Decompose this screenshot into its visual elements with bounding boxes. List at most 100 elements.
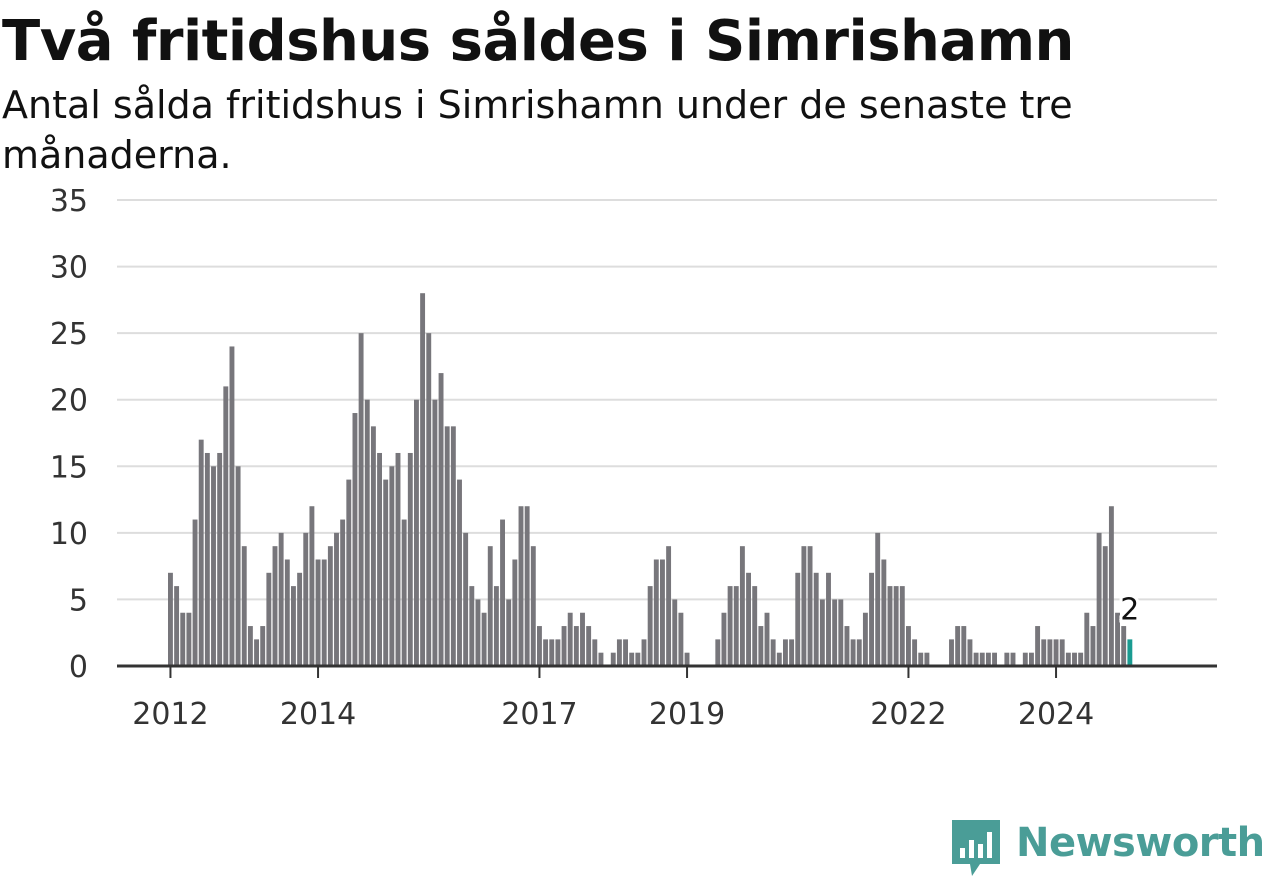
bar: [481, 612, 487, 666]
bar: [862, 612, 868, 666]
bar: [211, 466, 216, 666]
bar: [438, 373, 444, 666]
bar: [844, 626, 850, 666]
bar: [247, 626, 253, 666]
bar: [635, 652, 641, 666]
bar: [1090, 626, 1096, 666]
bar: [616, 639, 622, 666]
bar: [967, 639, 973, 666]
y-tick-label: 35: [50, 184, 88, 219]
bar: [672, 599, 678, 666]
bar: [776, 652, 782, 666]
x-axis-tick-labels: 2012 2014 2017 2019 2022 2024: [132, 697, 1094, 732]
bar: [543, 639, 549, 666]
bar: [567, 612, 573, 666]
bar: [321, 559, 327, 666]
x-tick-label: 2017: [501, 697, 577, 732]
bar: [1010, 652, 1016, 666]
bar: [217, 452, 223, 666]
bar: [1084, 612, 1090, 666]
x-tick-label: 2022: [870, 697, 946, 732]
bar: [949, 639, 954, 666]
bar: [309, 506, 315, 666]
bar: [739, 546, 745, 666]
bar: [241, 546, 247, 666]
y-tick-label: 30: [50, 251, 88, 286]
bar: [377, 452, 382, 666]
gridlines: [117, 199, 1217, 601]
bar: [272, 546, 278, 666]
bar-chart-speech-bubble-icon: [952, 820, 1000, 876]
bar: [414, 399, 419, 666]
bar: [174, 586, 180, 666]
bar: [235, 466, 241, 666]
bar: [555, 639, 561, 666]
bar: [389, 466, 395, 666]
bar: [315, 559, 321, 666]
bar: [463, 532, 469, 666]
bar: [813, 572, 819, 666]
bar: [660, 559, 665, 666]
bar: [653, 559, 659, 666]
bar: [887, 586, 893, 666]
bar: [395, 452, 401, 666]
x-tick-label: 2024: [1018, 697, 1094, 732]
bar: [334, 532, 339, 666]
bar: [733, 586, 739, 666]
bar: [746, 572, 751, 666]
y-tick-label: 5: [69, 583, 88, 618]
bar: [684, 652, 690, 666]
bar: [524, 506, 530, 666]
bar: [592, 639, 598, 666]
bar: [869, 572, 874, 666]
bar: [1041, 639, 1047, 666]
bar: [426, 333, 432, 666]
bar: [1065, 652, 1071, 666]
bar: [444, 426, 450, 666]
bar: [500, 519, 505, 666]
bar: [906, 626, 911, 666]
bar: [512, 559, 518, 666]
bar: [327, 546, 333, 666]
bar: [1029, 652, 1034, 666]
bar: [254, 639, 259, 666]
x-tick-label: 2019: [649, 697, 725, 732]
bar: [641, 639, 647, 666]
highlight-bar: [1127, 639, 1133, 666]
bar: [493, 586, 499, 666]
bar: [340, 519, 346, 666]
bar: [432, 399, 438, 666]
bar: [266, 572, 272, 666]
bar: [629, 652, 635, 666]
logo-wordmark: Newsworthy: [1016, 820, 1262, 866]
bar: [826, 572, 831, 666]
bar: [807, 546, 813, 666]
bar: [985, 652, 991, 666]
x-tick-label: 2014: [280, 697, 356, 732]
bar: [370, 426, 376, 666]
bar: [297, 572, 303, 666]
bar: [838, 599, 844, 666]
bar: [1072, 652, 1077, 666]
x-tick-label: 2012: [132, 697, 208, 732]
bar: [229, 346, 235, 666]
bar: [1022, 652, 1028, 666]
bar: [352, 413, 358, 666]
bar: [881, 559, 887, 666]
bar: [789, 639, 795, 666]
bar: [284, 559, 290, 666]
bar: [912, 639, 918, 666]
bar: [223, 386, 229, 666]
bar: [180, 612, 186, 666]
bar: [198, 439, 204, 666]
bar: [758, 626, 764, 666]
bar: [518, 506, 524, 666]
y-tick-label: 10: [50, 517, 88, 552]
bar: [278, 532, 284, 666]
bar: [610, 652, 616, 666]
bar: [580, 612, 585, 666]
bar: [487, 546, 493, 666]
bar: [666, 546, 672, 666]
bar: [303, 532, 309, 666]
bar: [979, 652, 985, 666]
